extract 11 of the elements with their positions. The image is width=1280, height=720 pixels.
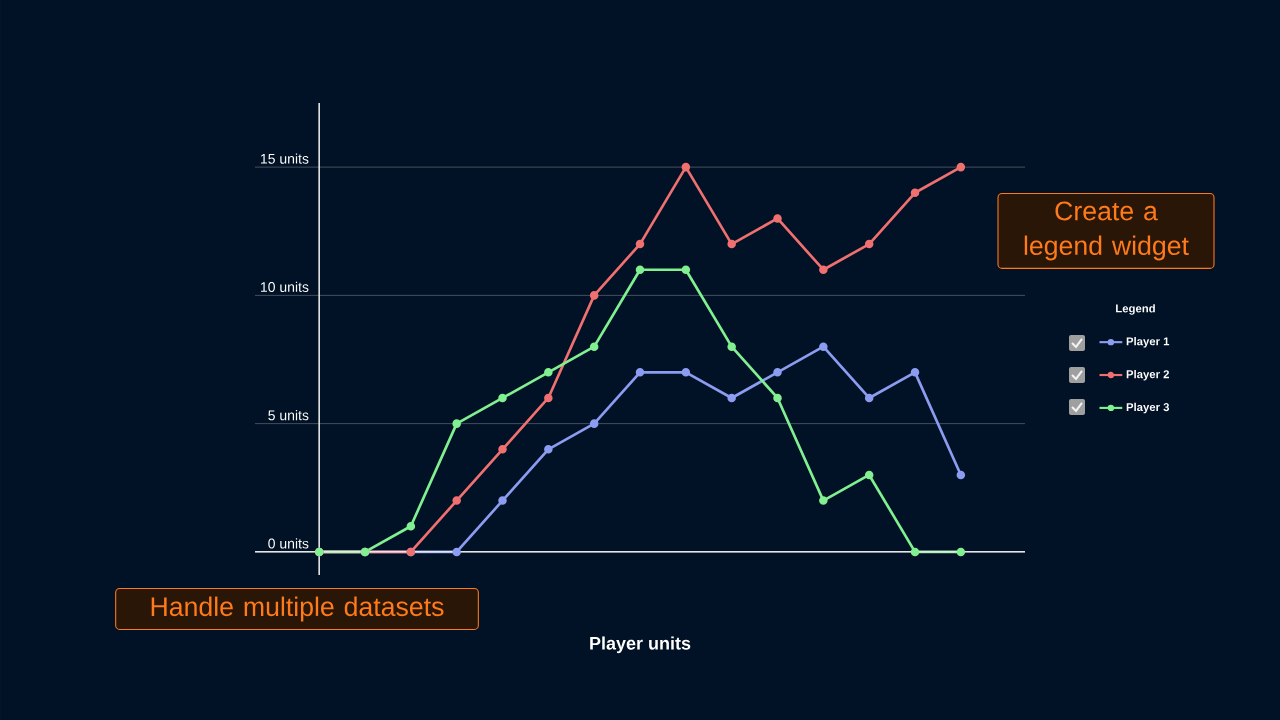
text: Handle multiple datasets bbox=[151, 596, 444, 622]
y-tick-label: 5 units bbox=[268, 409, 309, 421]
annotation: Create a legend widget bbox=[1024, 201, 1189, 261]
legend-label: Player 3 bbox=[1126, 402, 1170, 414]
legend-title: Legend bbox=[1116, 304, 1155, 315]
legend-label: Player 2 bbox=[1126, 369, 1170, 381]
legend-label: Player 1 bbox=[1126, 337, 1170, 348]
y-tick-label: 10 units bbox=[261, 281, 309, 293]
y-tick-label: 0 units bbox=[268, 538, 309, 549]
x-axis-title: Player units bbox=[590, 636, 691, 654]
y-tick-label: 15 units bbox=[261, 153, 309, 164]
